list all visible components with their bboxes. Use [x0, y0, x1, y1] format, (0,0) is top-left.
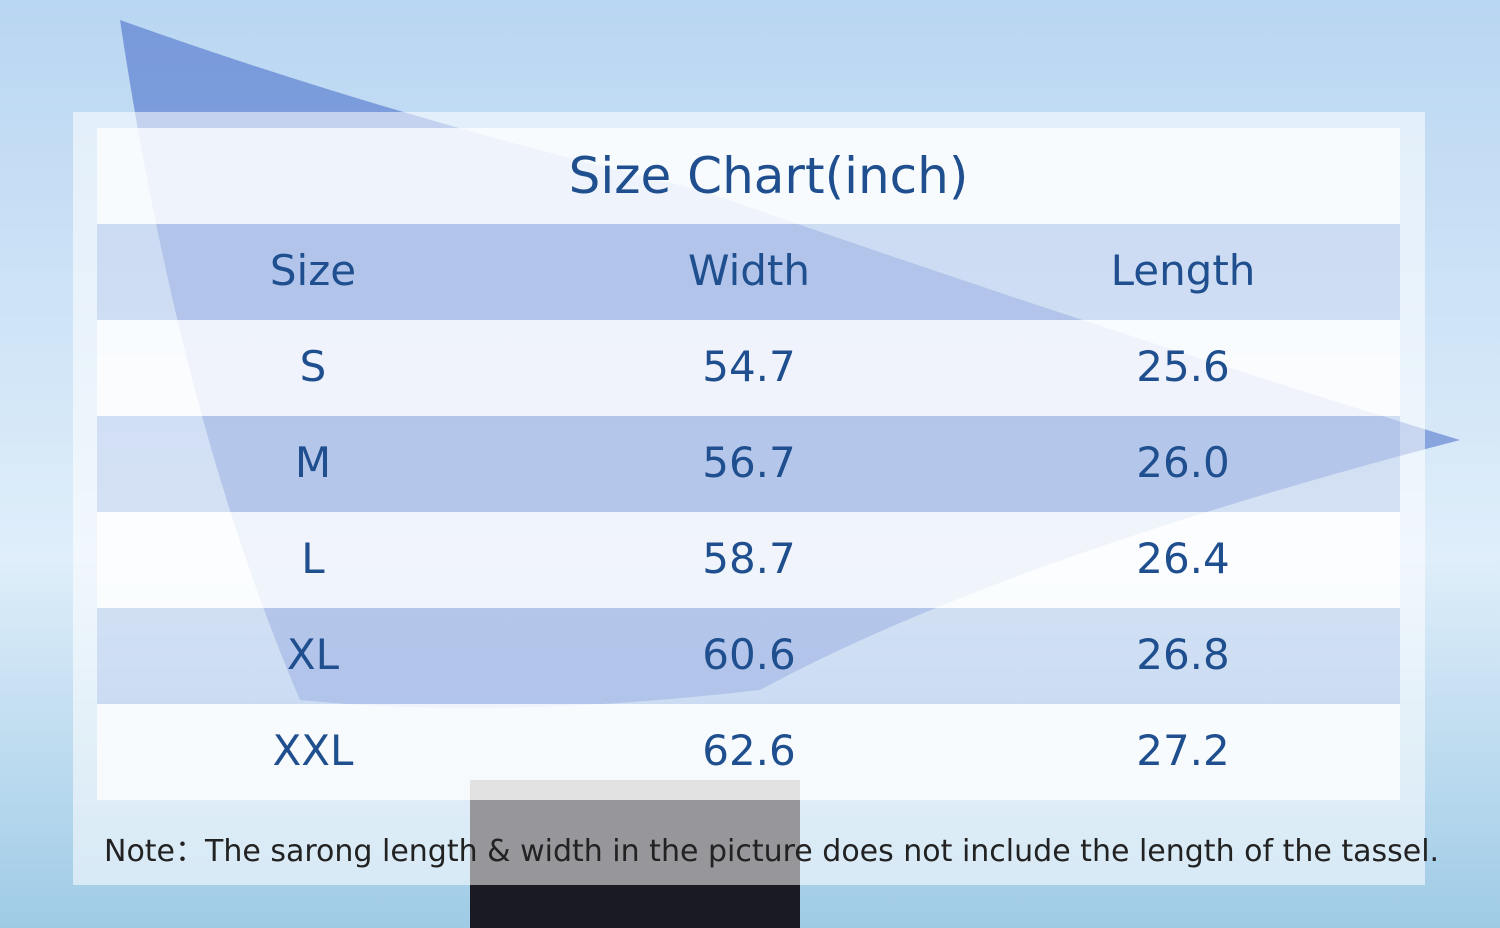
table-cell: 56.7 — [702, 438, 796, 487]
table-row — [97, 320, 1400, 416]
table-cell: 60.6 — [702, 630, 796, 679]
table-cell: 54.7 — [702, 342, 796, 391]
table-cell: Size — [269, 246, 357, 295]
table-cell: 26.8 — [1136, 630, 1230, 679]
table-cell: Length — [1110, 246, 1256, 295]
table-row — [97, 416, 1400, 512]
table-cell: 26.0 — [1136, 438, 1230, 487]
table-cell: L — [301, 534, 325, 583]
table-cell: Width — [687, 246, 811, 295]
table-cell: M — [294, 438, 332, 487]
table-cell: 26.4 — [1136, 534, 1230, 583]
table-cell: S — [299, 342, 327, 391]
title: Size Chart(inch) — [97, 128, 1400, 224]
table-cell: 27.2 — [1136, 726, 1230, 775]
table-row — [97, 608, 1400, 704]
table-cell: 58.7 — [702, 534, 796, 583]
header-row — [97, 224, 1400, 320]
table-cell: 25.6 — [1136, 342, 1230, 391]
table-cell: 62.6 — [702, 726, 796, 775]
table-row — [97, 512, 1400, 608]
note: Note：The sarong length & width in the pi… — [104, 834, 1440, 869]
table-cell: XXL — [272, 726, 354, 775]
table-cell: XL — [286, 630, 340, 679]
table-row — [97, 704, 1400, 800]
